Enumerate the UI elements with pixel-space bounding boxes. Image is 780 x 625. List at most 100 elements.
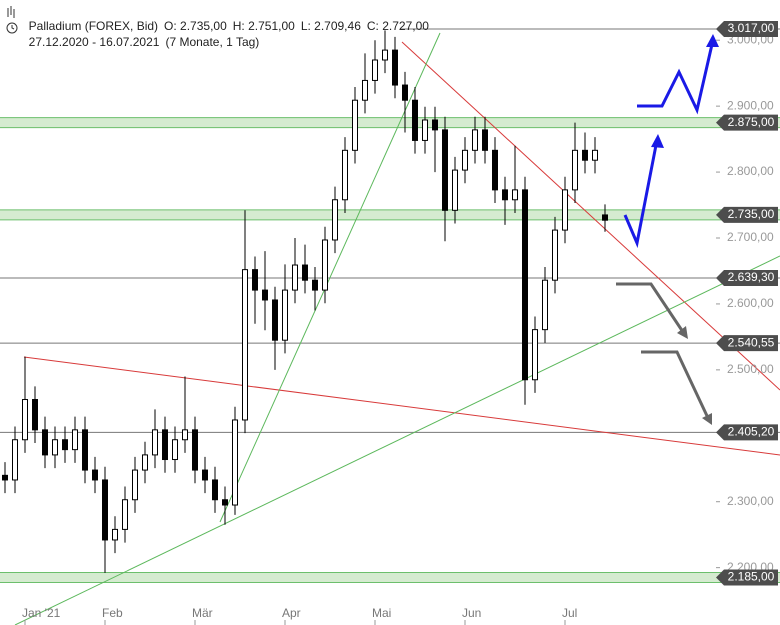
arrow-head bbox=[651, 134, 664, 148]
levels bbox=[0, 28, 780, 584]
ohlc: C: 2.727,00 bbox=[366, 19, 429, 33]
candle-body bbox=[192, 429, 198, 471]
x-tick-label: Jul bbox=[562, 606, 577, 620]
x-tick-label: Jun bbox=[462, 606, 481, 620]
y-tick-label: 2.500,00 bbox=[727, 362, 774, 376]
candle-body bbox=[382, 49, 388, 61]
y-tick-label: 2.600,00 bbox=[727, 296, 774, 310]
candle-body bbox=[242, 269, 248, 421]
chart-icon bbox=[7, 6, 15, 18]
y-tick-label: 2.900,00 bbox=[727, 98, 774, 112]
candle-body bbox=[412, 99, 418, 141]
x-tick-label: Mär bbox=[192, 606, 213, 620]
header: Palladium (FOREX, Bid) O: 2.735,00 H: 2.75… bbox=[22, 5, 435, 33]
candle-body bbox=[362, 79, 368, 101]
level-tag bbox=[716, 424, 778, 441]
candle-body bbox=[522, 189, 528, 381]
level-label: 2.735,00 bbox=[728, 207, 775, 221]
candle-body bbox=[132, 469, 138, 501]
candle-body bbox=[2, 474, 8, 481]
candle-body bbox=[532, 329, 538, 381]
trend-line bbox=[23, 356, 780, 456]
arrow-head bbox=[706, 34, 719, 47]
candle-body bbox=[162, 429, 168, 461]
candle-body bbox=[482, 129, 488, 151]
candle-body bbox=[342, 149, 348, 201]
candle-body bbox=[72, 429, 78, 451]
candles bbox=[2, 30, 608, 573]
level-label: 3.017,00 bbox=[728, 21, 775, 35]
candle-body bbox=[462, 149, 468, 171]
level-tag bbox=[716, 21, 778, 38]
candle-body bbox=[112, 528, 118, 541]
candle-body bbox=[142, 454, 148, 471]
x-tick-label: Feb bbox=[102, 606, 123, 620]
y-tick-label: 2.800,00 bbox=[727, 164, 774, 178]
candle-body bbox=[472, 129, 478, 151]
candle-body bbox=[222, 499, 228, 506]
x-tick-label: Jan '21 bbox=[22, 606, 61, 620]
level-band bbox=[0, 209, 780, 220]
ohlc: L: 2.709,46 bbox=[300, 19, 361, 33]
candle-body bbox=[572, 149, 578, 191]
level-label: 2.639,30 bbox=[728, 270, 775, 284]
candle-body bbox=[42, 429, 48, 456]
candle-body bbox=[32, 399, 38, 431]
candle-body bbox=[432, 119, 438, 131]
candle-body bbox=[542, 279, 548, 331]
axes: 3.000,002.900,002.800,002.700,002.600,00… bbox=[22, 21, 778, 625]
subheader: 27.12.2020 - 16.07.2021 (7 Monate, 1 Tag) bbox=[22, 21, 265, 49]
candle-body bbox=[82, 429, 88, 471]
level-label: 2.405,20 bbox=[728, 425, 775, 439]
candle-body bbox=[402, 84, 408, 101]
level-tag bbox=[716, 569, 778, 586]
candle-body bbox=[442, 129, 448, 211]
candle-body bbox=[272, 299, 278, 341]
candle-body bbox=[212, 479, 218, 501]
candle-body bbox=[562, 189, 568, 231]
level-tag bbox=[716, 335, 778, 352]
y-tick-label: 2.700,00 bbox=[727, 230, 774, 244]
candle-body bbox=[282, 289, 288, 341]
candle-body bbox=[252, 269, 258, 291]
x-tick-label: Apr bbox=[282, 606, 301, 620]
level-tag bbox=[716, 114, 778, 131]
candle-body bbox=[262, 289, 268, 301]
candle-body bbox=[332, 199, 338, 241]
candle-body bbox=[172, 439, 178, 461]
candle-body bbox=[392, 49, 398, 86]
candle-body bbox=[502, 189, 508, 201]
candle-body bbox=[152, 429, 158, 456]
level-label: 2.875,00 bbox=[728, 115, 775, 129]
candle-body bbox=[552, 229, 558, 281]
clock-icon bbox=[6, 22, 18, 34]
candle-body bbox=[372, 59, 378, 81]
candle-body bbox=[592, 149, 598, 161]
candle-body bbox=[202, 469, 208, 481]
candle-body bbox=[292, 264, 298, 291]
arrow bbox=[637, 39, 715, 115]
candle-body bbox=[302, 264, 308, 281]
ohlc: O: 2.735,00 bbox=[164, 19, 227, 33]
level-tag bbox=[716, 206, 778, 223]
trend-line bbox=[14, 255, 780, 625]
candle-body bbox=[492, 149, 498, 191]
candle-body bbox=[12, 439, 18, 481]
level-label: 2.540,55 bbox=[728, 335, 775, 349]
candle-body bbox=[582, 149, 588, 161]
candle-body bbox=[62, 439, 68, 451]
candle-body bbox=[52, 439, 58, 456]
candle-body bbox=[352, 99, 358, 151]
trend-line bbox=[219, 32, 441, 523]
bear-arrows bbox=[616, 282, 712, 425]
candle-body bbox=[22, 399, 28, 441]
candle-body bbox=[322, 239, 328, 291]
candle-body bbox=[452, 169, 458, 211]
bull-arrows bbox=[623, 34, 719, 249]
arrow bbox=[641, 350, 710, 419]
candle-body bbox=[102, 479, 108, 541]
level-band bbox=[0, 572, 780, 583]
arrow-head bbox=[702, 413, 712, 425]
